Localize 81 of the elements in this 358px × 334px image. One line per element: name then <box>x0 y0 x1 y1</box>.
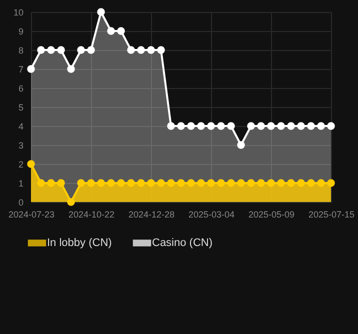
point <box>307 179 315 187</box>
point <box>317 122 325 130</box>
point <box>277 179 285 187</box>
point <box>307 122 315 130</box>
x-tick-label: 2024-12-28 <box>128 210 175 220</box>
point <box>177 179 185 187</box>
point <box>287 122 295 130</box>
point <box>167 179 175 187</box>
point <box>107 179 115 187</box>
point <box>197 122 205 130</box>
y-tick-label: 6 <box>18 84 24 94</box>
point <box>117 179 125 187</box>
y-tick-label: 0 <box>18 198 24 208</box>
point <box>167 122 175 130</box>
point <box>237 141 245 149</box>
y-tick-label: 7 <box>18 64 24 74</box>
y-tick-label: 3 <box>18 140 24 150</box>
point <box>77 46 85 54</box>
point <box>57 46 65 54</box>
point <box>197 179 205 187</box>
point <box>137 179 145 187</box>
point <box>57 179 65 187</box>
point <box>177 122 185 130</box>
point <box>267 179 275 187</box>
point <box>97 8 105 16</box>
y-tick-label: 2 <box>18 160 24 170</box>
y-tick-label: 8 <box>18 46 24 56</box>
point <box>267 122 275 130</box>
point <box>147 46 155 54</box>
y-tick-label: 4 <box>18 122 24 132</box>
point <box>207 122 215 130</box>
point <box>257 122 265 130</box>
x-tick-label: 2025-05-09 <box>248 210 295 220</box>
y-tick-label: 9 <box>18 26 24 36</box>
legend-label: In lobby (CN) <box>47 237 112 249</box>
point <box>87 179 95 187</box>
point <box>207 179 215 187</box>
point <box>87 46 95 54</box>
point <box>277 122 285 130</box>
point <box>287 179 295 187</box>
y-tick-label: 5 <box>18 102 24 112</box>
point <box>67 65 75 73</box>
point <box>107 27 115 35</box>
x-tick-label: 2025-07-15 <box>308 210 355 220</box>
point <box>147 179 155 187</box>
point <box>77 179 85 187</box>
point <box>247 122 255 130</box>
point <box>157 46 165 54</box>
point <box>227 179 235 187</box>
y-tick-label: 1 <box>18 178 24 188</box>
point <box>217 179 225 187</box>
point <box>257 179 265 187</box>
x-tick-label: 2024-10-22 <box>68 210 115 220</box>
point <box>137 46 145 54</box>
point <box>127 179 135 187</box>
point <box>327 122 335 130</box>
point <box>157 179 165 187</box>
point <box>117 27 125 35</box>
point <box>297 122 305 130</box>
point <box>187 179 195 187</box>
y-tick-label: 10 <box>13 8 24 18</box>
point <box>317 179 325 187</box>
point <box>27 65 35 73</box>
point <box>37 46 45 54</box>
point <box>47 179 55 187</box>
point <box>217 122 225 130</box>
x-tick-label: 2024-07-23 <box>8 210 55 220</box>
point <box>27 160 35 168</box>
point <box>227 122 235 130</box>
point <box>37 179 45 187</box>
legend-label: Casino (CN) <box>152 237 213 249</box>
point <box>247 179 255 187</box>
point <box>237 179 245 187</box>
point <box>67 198 75 206</box>
point <box>47 46 55 54</box>
point <box>97 179 105 187</box>
point <box>327 179 335 187</box>
point <box>297 179 305 187</box>
x-tick-label: 2025-03-04 <box>188 210 235 220</box>
point <box>127 46 135 54</box>
point <box>187 122 195 130</box>
